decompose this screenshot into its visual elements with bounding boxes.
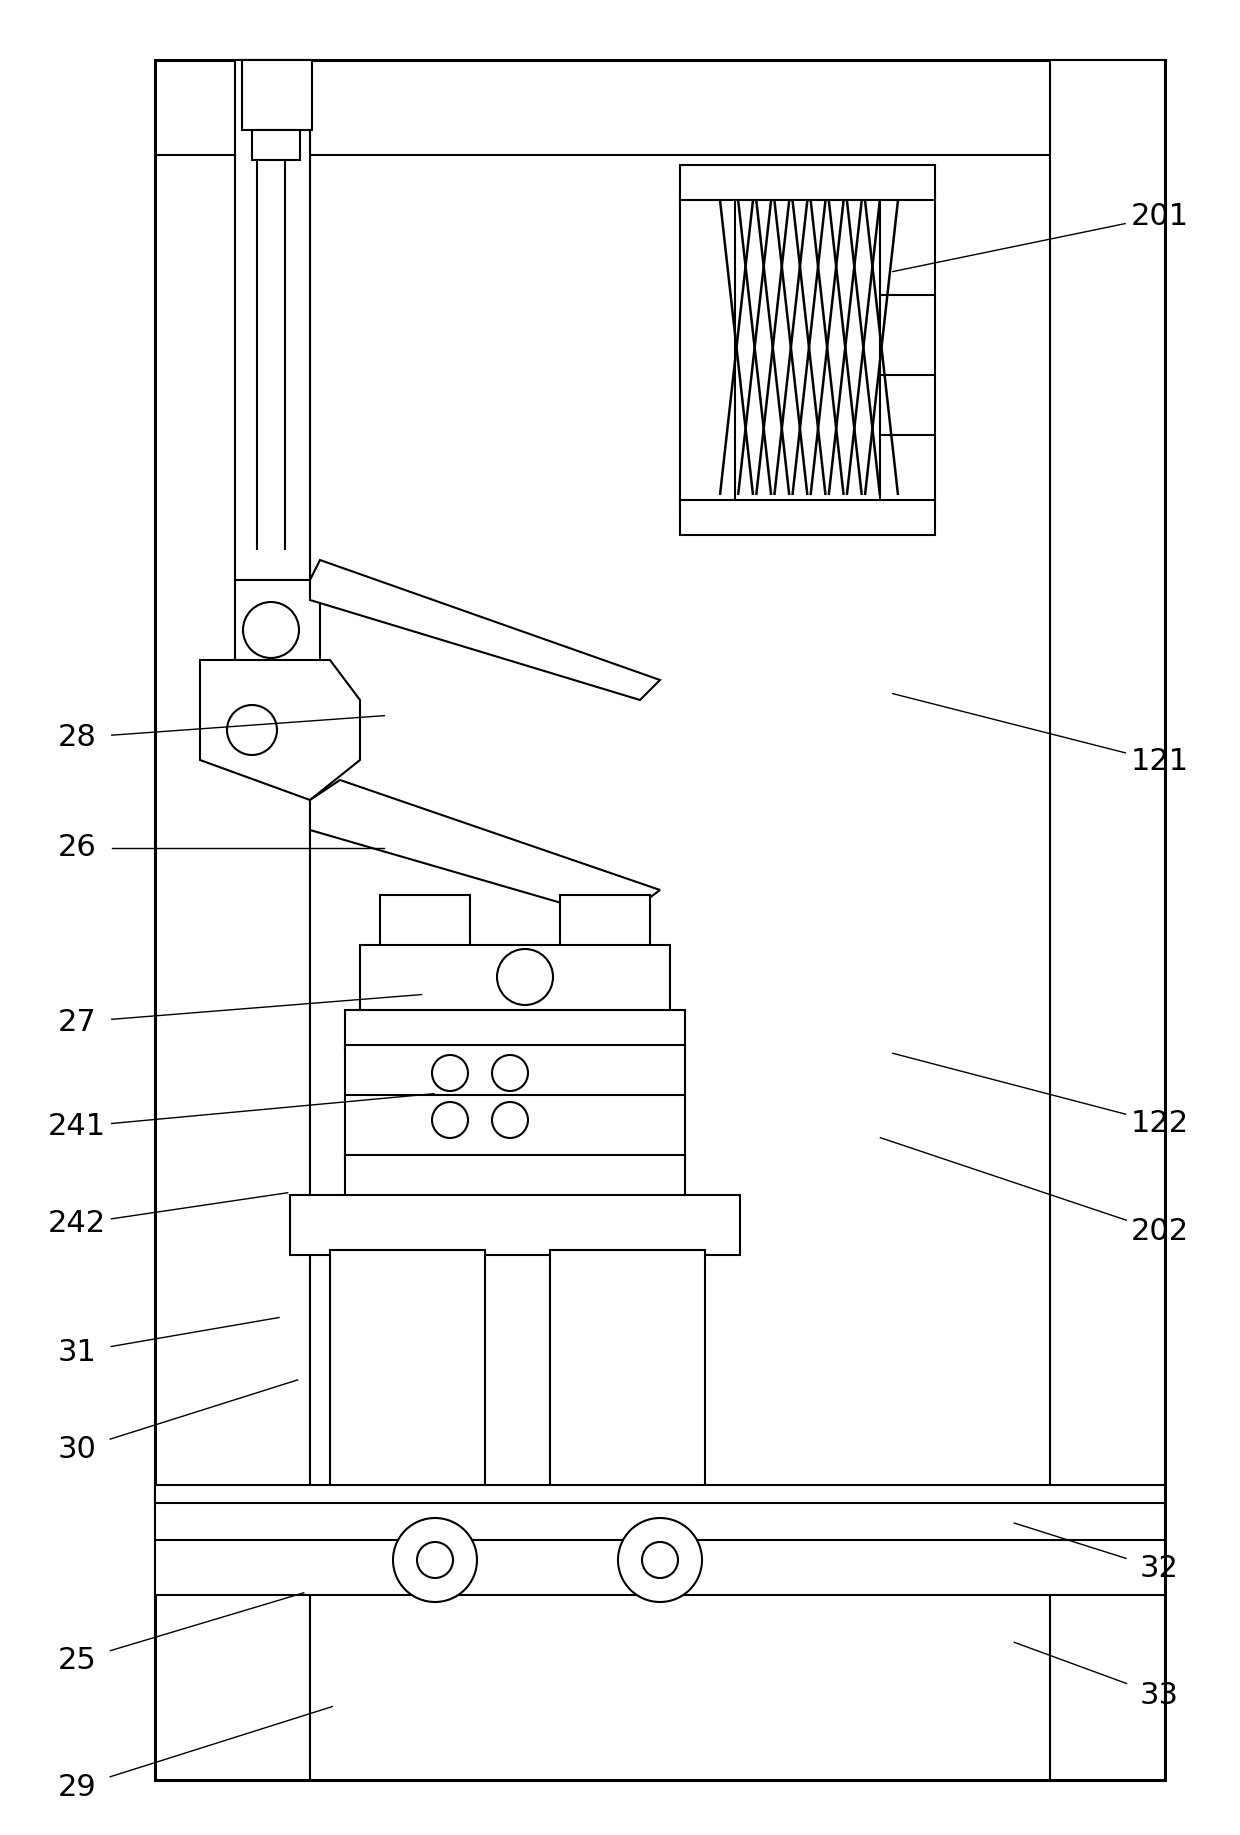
Text: 33: 33: [1140, 1681, 1179, 1710]
Polygon shape: [310, 780, 660, 919]
Text: 27: 27: [57, 1007, 97, 1037]
Circle shape: [432, 1055, 467, 1092]
Bar: [345, 1044, 684, 1160]
Text: 31: 31: [57, 1338, 97, 1367]
Bar: [880, 195, 935, 505]
Text: 28: 28: [57, 723, 97, 752]
Text: 30: 30: [57, 1435, 97, 1464]
Bar: [345, 1154, 684, 1200]
Bar: [551, 1250, 706, 1499]
Circle shape: [243, 602, 299, 659]
Circle shape: [393, 1518, 477, 1602]
Bar: [1050, 61, 1166, 1780]
Circle shape: [492, 1055, 528, 1092]
Text: 25: 25: [57, 1646, 97, 1675]
Circle shape: [497, 949, 553, 1006]
Text: 201: 201: [1131, 202, 1188, 231]
Bar: [330, 1250, 485, 1499]
Polygon shape: [200, 661, 360, 800]
Text: 121: 121: [1131, 747, 1188, 776]
Circle shape: [432, 1103, 467, 1138]
Bar: [345, 1009, 684, 1050]
Text: 202: 202: [1131, 1217, 1188, 1246]
Polygon shape: [236, 580, 320, 681]
Bar: [252, 130, 300, 160]
Bar: [680, 195, 735, 505]
Bar: [242, 61, 312, 130]
Circle shape: [417, 1541, 453, 1578]
Text: 26: 26: [57, 833, 97, 862]
Text: 32: 32: [1140, 1554, 1179, 1584]
Circle shape: [227, 705, 277, 754]
Bar: [680, 499, 935, 536]
Bar: [290, 1195, 740, 1255]
Circle shape: [618, 1518, 702, 1602]
Polygon shape: [310, 560, 660, 699]
Bar: [680, 165, 935, 200]
Bar: [236, 61, 310, 580]
Circle shape: [492, 1103, 528, 1138]
Text: 122: 122: [1131, 1108, 1188, 1138]
Circle shape: [642, 1541, 678, 1578]
Bar: [360, 945, 670, 1020]
Bar: [155, 1485, 1166, 1503]
Bar: [379, 895, 470, 951]
Text: 241: 241: [48, 1112, 105, 1141]
Bar: [560, 895, 650, 951]
Text: 29: 29: [57, 1773, 97, 1802]
Bar: [155, 61, 1166, 1780]
Bar: [379, 1015, 435, 1305]
Bar: [155, 1490, 1166, 1595]
Text: 242: 242: [48, 1209, 105, 1239]
Bar: [590, 1015, 645, 1305]
